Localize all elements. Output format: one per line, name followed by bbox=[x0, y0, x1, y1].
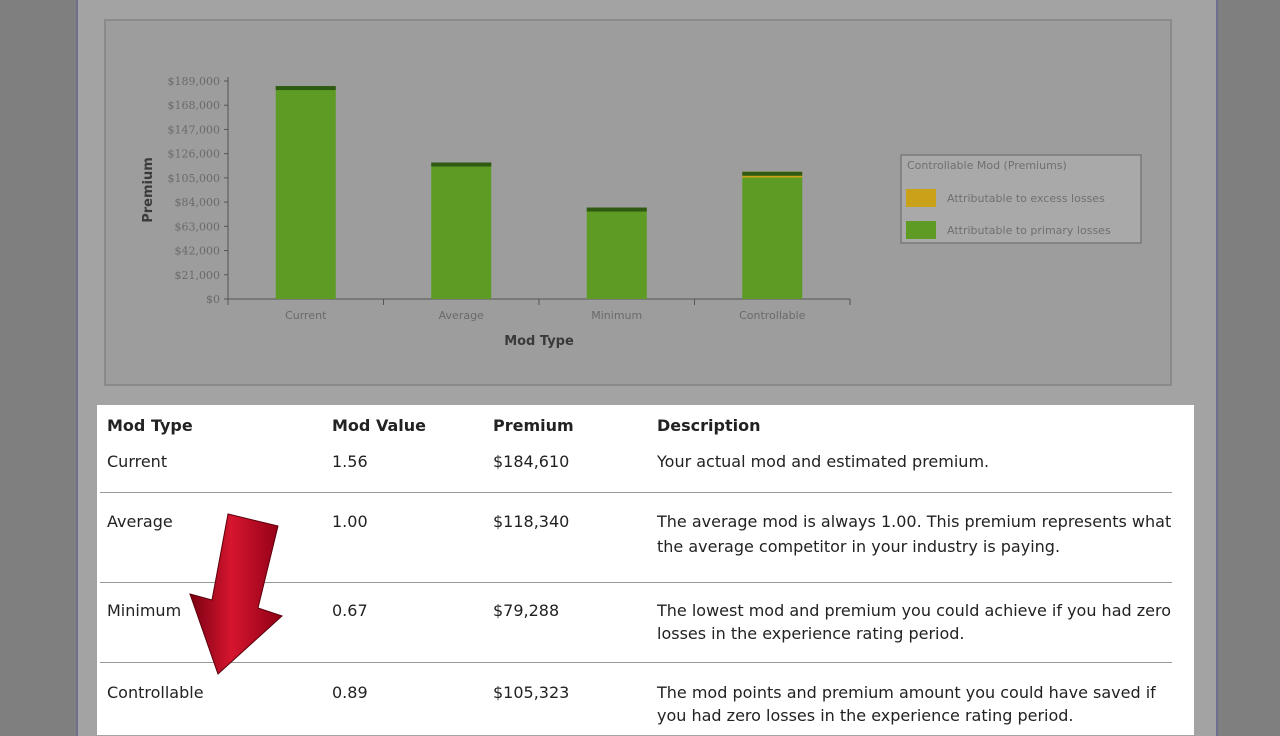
cell-description: The average mod is always 1.00. This pre… bbox=[657, 512, 1172, 531]
y-tick-label: $189,000 bbox=[168, 75, 221, 88]
legend-swatch bbox=[906, 189, 936, 207]
cell-description: The lowest mod and premium you could ach… bbox=[657, 601, 1171, 620]
cell-premium: $79,288 bbox=[493, 601, 560, 620]
mod-table-panel bbox=[97, 405, 1194, 735]
header-description: Description bbox=[657, 416, 761, 435]
row-divider bbox=[100, 492, 1172, 493]
y-axis-title: Premium bbox=[141, 157, 156, 223]
cell-mod-value: 1.56 bbox=[332, 452, 368, 471]
premium-bar-chart: $0 $21,000 $42,000 $63,000 $84,000 $105,000 $1… bbox=[141, 75, 1142, 349]
bar-segment bbox=[742, 177, 803, 299]
cell-description-line2: you had zero losses in the experience ra… bbox=[657, 706, 1074, 725]
cell-mod-value: 0.89 bbox=[332, 683, 368, 702]
x-tick-label: Minimum bbox=[591, 309, 642, 322]
legend-swatch bbox=[906, 221, 936, 239]
header-mod-type: Mod Type bbox=[107, 416, 193, 435]
y-tick-label: $105,000 bbox=[168, 172, 221, 185]
cell-mod-type: Average bbox=[107, 512, 173, 531]
legend-box bbox=[900, 154, 1142, 244]
cell-description-line2: the average competitor in your industry … bbox=[657, 537, 1061, 556]
x-tick-label: Current bbox=[285, 309, 327, 322]
cell-description: Your actual mod and estimated premium. bbox=[657, 452, 990, 471]
cell-description-line2: losses in the experience rating period. bbox=[657, 624, 965, 643]
cell-mod-type: Controllable bbox=[107, 683, 204, 702]
row-divider bbox=[100, 662, 1172, 663]
header-premium: Premium bbox=[493, 416, 574, 435]
bar-segment bbox=[431, 162, 492, 299]
y-tick-label: $0 bbox=[206, 293, 220, 306]
bar-top-cap bbox=[275, 86, 336, 91]
y-tick-label: $126,000 bbox=[168, 148, 221, 161]
cell-premium: $184,610 bbox=[493, 452, 570, 471]
y-tick-label: $168,000 bbox=[168, 99, 221, 112]
cell-premium: $105,323 bbox=[493, 683, 570, 702]
x-axis-title: Mod Type bbox=[504, 334, 574, 349]
row-divider bbox=[100, 582, 1172, 583]
bar-segment bbox=[275, 86, 336, 299]
cell-description: The mod points and premium amount you co… bbox=[657, 683, 1156, 702]
cell-mod-value: 1.00 bbox=[332, 512, 368, 531]
cell-premium: $118,340 bbox=[493, 512, 570, 531]
red-down-arrow-icon bbox=[189, 513, 283, 675]
legend-label: Attributable to primary losses bbox=[947, 224, 1111, 237]
y-tick-label: $21,000 bbox=[175, 269, 221, 282]
y-tick-label: $42,000 bbox=[175, 245, 221, 258]
cell-mod-value: 0.67 bbox=[332, 601, 368, 620]
x-tick-label: Average bbox=[439, 309, 484, 322]
y-tick-label: $63,000 bbox=[175, 220, 221, 233]
legend-title: Controllable Mod (Premiums) bbox=[907, 159, 1067, 172]
bar-top-cap bbox=[586, 207, 647, 212]
y-tick-label: $84,000 bbox=[175, 196, 221, 209]
legend-label: Attributable to excess losses bbox=[947, 192, 1105, 205]
cell-mod-type: Current bbox=[107, 452, 168, 471]
y-tick-label: $147,000 bbox=[168, 123, 221, 136]
cell-mod-type: Minimum bbox=[107, 601, 182, 620]
bar-top-cap bbox=[742, 171, 803, 176]
header-mod-value: Mod Value bbox=[332, 416, 426, 435]
bar-top-cap bbox=[431, 162, 492, 167]
x-tick-label: Controllable bbox=[739, 309, 806, 322]
bar-segment bbox=[586, 207, 647, 299]
